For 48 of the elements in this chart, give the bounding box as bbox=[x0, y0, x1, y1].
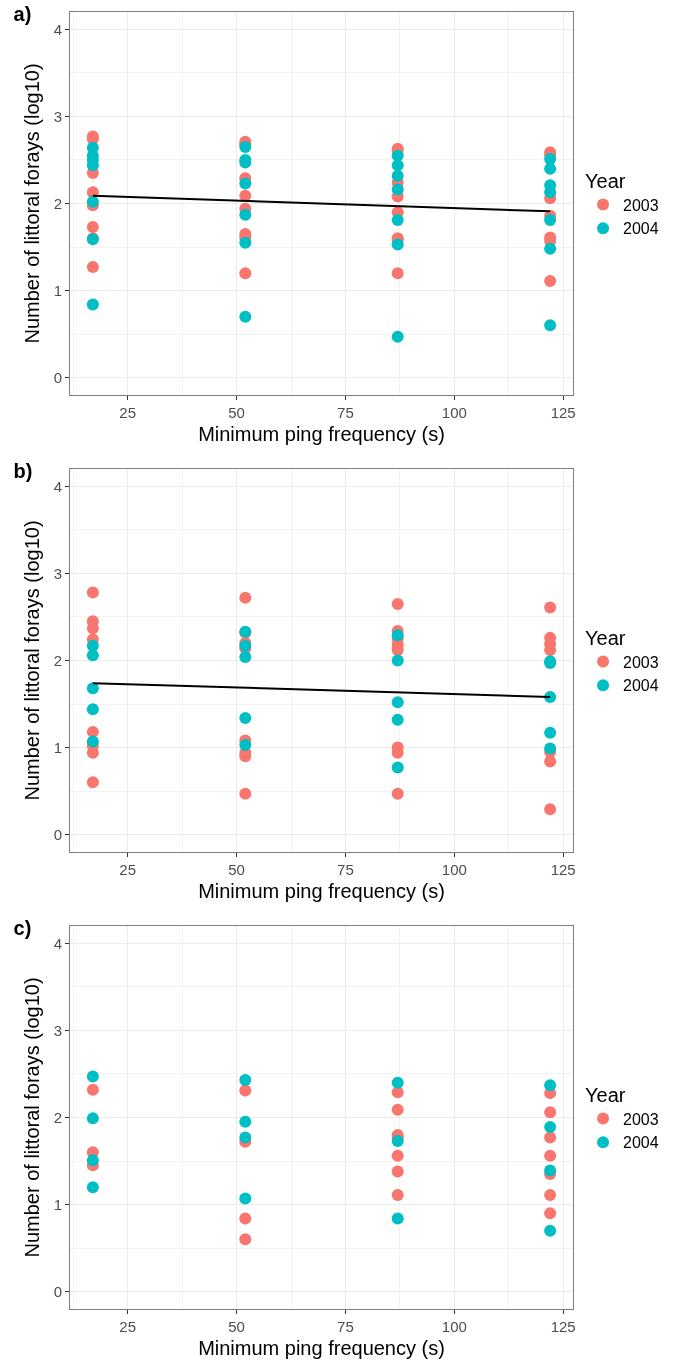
x-tick-label: 100 bbox=[441, 861, 467, 878]
y-tick-label: 1 bbox=[53, 281, 62, 299]
y-tick-label: 4 bbox=[53, 477, 62, 495]
chart-title: b) bbox=[13, 459, 33, 482]
x-tick-label: 50 bbox=[228, 404, 245, 421]
x-tick-label: 125 bbox=[550, 404, 576, 421]
y-axis-title: Number of littoral forays (log10) bbox=[21, 977, 44, 1258]
x-tick-label: 50 bbox=[228, 1318, 245, 1335]
y-tick-label: 3 bbox=[53, 107, 62, 125]
y-axis-title: Number of littoral forays (log10) bbox=[21, 520, 44, 801]
x-tick-label: 100 bbox=[441, 1318, 467, 1335]
y-tick-label: 1 bbox=[53, 1195, 62, 1213]
legend-label: 2004 bbox=[623, 1134, 659, 1152]
legend-label: 2004 bbox=[623, 677, 659, 695]
y-tick-label: 1 bbox=[53, 738, 62, 756]
x-tick-label: 125 bbox=[550, 1318, 576, 1335]
legend-label: 2003 bbox=[623, 1110, 659, 1128]
y-tick-label: 0 bbox=[53, 825, 62, 843]
legend-label: 2003 bbox=[623, 653, 659, 671]
y-tick-label: 4 bbox=[53, 934, 62, 952]
y-axis-title: Number of littoral forays (log10) bbox=[21, 63, 44, 344]
y-tick-label: 4 bbox=[53, 20, 62, 38]
x-tick-label: 75 bbox=[337, 1318, 354, 1335]
y-tick-label: 0 bbox=[53, 1282, 62, 1300]
x-axis-title: Minimum ping frequency (s) bbox=[198, 1336, 445, 1359]
legend-label: 2003 bbox=[623, 196, 659, 214]
legend-title: Year bbox=[585, 626, 626, 649]
x-axis-title: Minimum ping frequency (s) bbox=[198, 422, 445, 445]
y-tick-label: 3 bbox=[53, 564, 62, 582]
y-tick-label: 2 bbox=[53, 1108, 62, 1126]
chart-title: a) bbox=[13, 2, 32, 25]
x-tick-label: 125 bbox=[550, 861, 576, 878]
chart-title: c) bbox=[13, 916, 32, 939]
legend-title: Year bbox=[585, 1083, 626, 1106]
x-tick-label: 75 bbox=[337, 404, 354, 421]
x-tick-label: 25 bbox=[119, 404, 137, 421]
y-tick-label: 3 bbox=[53, 1021, 62, 1039]
legend-title: Year bbox=[585, 169, 626, 192]
y-tick-label: 2 bbox=[53, 651, 62, 669]
x-tick-label: 75 bbox=[337, 861, 354, 878]
x-tick-label: 25 bbox=[119, 861, 137, 878]
legend-label: 2004 bbox=[623, 220, 659, 238]
y-tick-label: 0 bbox=[53, 368, 62, 386]
y-tick-label: 2 bbox=[53, 194, 62, 212]
x-tick-label: 25 bbox=[119, 1318, 137, 1335]
x-axis-title: Minimum ping frequency (s) bbox=[198, 879, 445, 902]
x-tick-label: 50 bbox=[228, 861, 245, 878]
x-tick-label: 100 bbox=[441, 404, 467, 421]
